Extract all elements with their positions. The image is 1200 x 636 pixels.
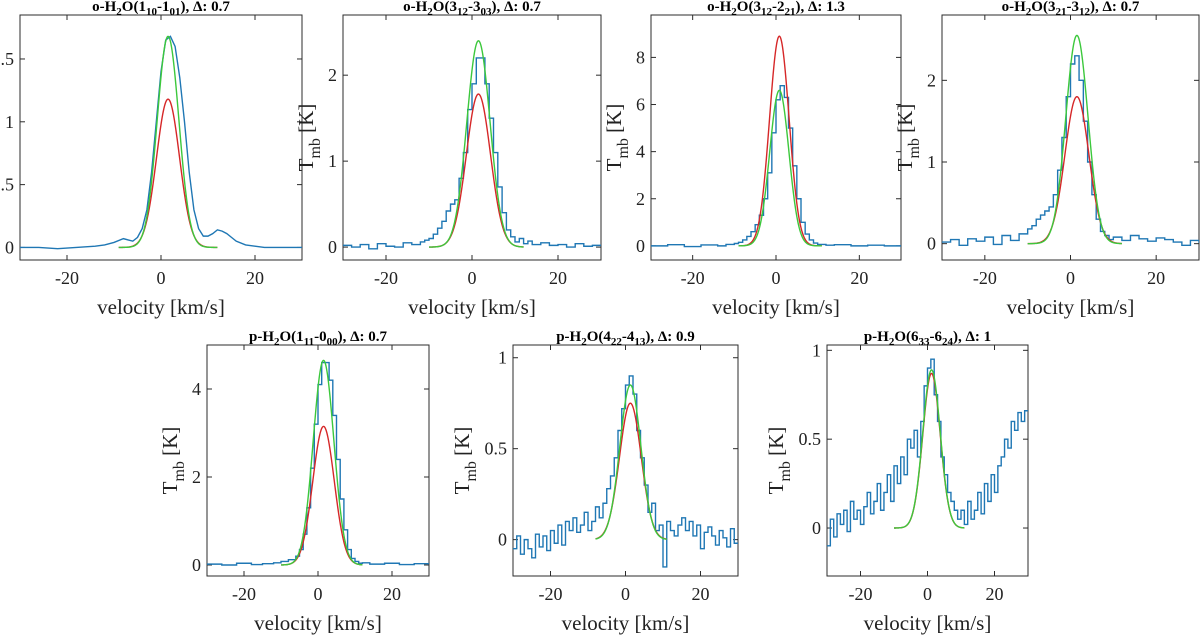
model-fit-green-line bbox=[118, 35, 218, 249]
x-tick-label: -20 bbox=[232, 584, 256, 604]
panel-title: p-H2O(111-000), Δ: 0.7 bbox=[249, 329, 387, 348]
x-axis-label: velocity [km/s] bbox=[254, 611, 382, 635]
y-tick-label: 0 bbox=[812, 518, 821, 538]
x-tick-label: 20 bbox=[1147, 268, 1165, 288]
y-tick-label: 0.5 bbox=[485, 439, 508, 459]
y-tick-label: 1 bbox=[498, 348, 507, 368]
x-axis-label: velocity [km/s] bbox=[97, 295, 225, 319]
observed-spectrum-line bbox=[651, 84, 901, 248]
model-fit-red-line bbox=[1027, 95, 1122, 245]
model-fit-green-line bbox=[738, 89, 822, 247]
plot-frame bbox=[342, 14, 602, 261]
y-axis-label: Tmb [K] bbox=[450, 427, 480, 495]
y-tick-label: 4 bbox=[636, 142, 645, 162]
x-tick-label: -20 bbox=[55, 268, 79, 288]
y-tick-label: 2 bbox=[636, 189, 645, 209]
panel-title: o-H2O(312-303), Δ: 0.7 bbox=[403, 0, 541, 18]
x-tick-label: 20 bbox=[383, 584, 401, 604]
x-tick-label: 0 bbox=[468, 268, 477, 288]
y-tick-label: 0 bbox=[328, 237, 337, 257]
panel-title: o-H2O(312-221), Δ: 1.3 bbox=[707, 0, 845, 18]
y-tick-label: 2 bbox=[192, 467, 201, 487]
x-tick-label: 0 bbox=[923, 584, 932, 604]
observed-spectrum-line bbox=[20, 35, 302, 250]
y-tick-label: 0 bbox=[5, 237, 14, 257]
y-axis-label: Tmb [K] bbox=[294, 104, 324, 172]
x-tick-label: 0 bbox=[314, 584, 323, 604]
x-tick-label: 20 bbox=[246, 268, 264, 288]
y-tick-label: 0.5 bbox=[799, 429, 822, 449]
panel-title: p-H2O(633-624), Δ: 1 bbox=[864, 329, 991, 348]
y-tick-label: 1.5 bbox=[0, 49, 14, 69]
x-tick-label: -20 bbox=[849, 584, 873, 604]
model-fit-green-line bbox=[595, 384, 667, 540]
observed-spectrum-line bbox=[827, 358, 1028, 547]
plot-frame bbox=[941, 14, 1200, 261]
model-fit-red-line bbox=[738, 35, 822, 247]
y-tick-label: 1 bbox=[812, 340, 821, 360]
y-tick-label: 1 bbox=[927, 152, 936, 172]
x-tick-label: 0 bbox=[1066, 268, 1075, 288]
y-tick-label: 6 bbox=[636, 95, 645, 115]
chart-panel-2: -20 0 20 0 1 2 velocity [km/s] Tmb [K] o-H2O(312… bbox=[294, 0, 602, 319]
x-tick-label: -20 bbox=[374, 268, 398, 288]
model-fit-red-line bbox=[280, 425, 363, 566]
x-tick-label: 0 bbox=[621, 584, 630, 604]
panel-title: p-H2O(422-413), Δ: 0.9 bbox=[556, 329, 695, 348]
x-axis-label: velocity [km/s] bbox=[864, 611, 992, 635]
y-tick-label: 0 bbox=[498, 530, 507, 550]
x-tick-label: -20 bbox=[973, 268, 997, 288]
y-tick-label: 0 bbox=[192, 555, 201, 575]
y-axis-label: Tmb [K] bbox=[893, 104, 923, 172]
model-fit-green-line bbox=[1027, 34, 1122, 245]
chart-panel-5: -20 0 20 0 2 4 velocity [km/s] Tmb [K] p-H2O(111… bbox=[158, 329, 430, 635]
y-tick-label: 1 bbox=[328, 151, 337, 171]
x-tick-label: 20 bbox=[692, 584, 710, 604]
model-fit-red-line bbox=[118, 98, 218, 249]
panel-title: o-H2O(110-101), Δ: 0.7 bbox=[92, 0, 230, 18]
x-tick-label: 0 bbox=[772, 268, 781, 288]
x-tick-label: 20 bbox=[549, 268, 567, 288]
observed-spectrum-line bbox=[942, 55, 1199, 246]
x-tick-label: 0 bbox=[157, 268, 166, 288]
x-axis-label: velocity [km/s] bbox=[712, 295, 840, 319]
y-axis-label: Tmb [K] bbox=[602, 104, 632, 172]
y-tick-label: 0 bbox=[636, 236, 645, 256]
x-axis-label: velocity [km/s] bbox=[408, 295, 536, 319]
chart-panel-4: -20 0 20 0 1 2 velocity [km/s] Tmb [K] o-H2O(321… bbox=[893, 0, 1200, 319]
x-tick-label: 20 bbox=[986, 584, 1004, 604]
y-tick-label: 0 bbox=[927, 234, 936, 254]
chart-panel-3: -20 0 20 0 2 4 6 8 velocity [km/s] Tmb [K] o-H2O(3… bbox=[602, 0, 902, 319]
x-axis-label: velocity [km/s] bbox=[562, 611, 690, 635]
observed-spectrum-line bbox=[207, 361, 429, 566]
y-axis-label: Tmb [K] bbox=[764, 427, 794, 495]
y-tick-label: 2 bbox=[328, 65, 337, 85]
y-tick-label: 1 bbox=[5, 112, 14, 132]
model-fit-green-line bbox=[429, 40, 524, 248]
x-tick-label: -20 bbox=[681, 268, 705, 288]
y-tick-label: 8 bbox=[636, 47, 645, 67]
plot-frame bbox=[19, 14, 303, 261]
x-tick-label: -20 bbox=[539, 584, 563, 604]
model-fit-green-line bbox=[280, 359, 363, 566]
y-tick-label: 2 bbox=[927, 70, 936, 90]
chart-panel-7: -20 0 20 0 0.5 1 velocity [km/s] Tmb [K] p-H2O(6… bbox=[764, 329, 1029, 635]
y-tick-label: 4 bbox=[192, 379, 201, 399]
x-tick-label: 20 bbox=[850, 268, 868, 288]
y-axis-label: Tmb [K] bbox=[158, 427, 188, 495]
panel-title: o-H2O(321-312), Δ: 0.7 bbox=[1002, 0, 1140, 18]
x-axis-label: velocity [km/s] bbox=[1007, 295, 1135, 319]
y-tick-label: 0.5 bbox=[0, 175, 14, 195]
model-fit-red-line bbox=[429, 93, 524, 248]
plot-frame bbox=[206, 344, 430, 577]
model-fit-green-line bbox=[894, 369, 965, 529]
chart-panel-6: -20 0 20 0 0.5 1 velocity [km/s] Tmb [K] p-H2O(4… bbox=[450, 329, 739, 635]
observed-spectrum-line bbox=[343, 57, 601, 250]
